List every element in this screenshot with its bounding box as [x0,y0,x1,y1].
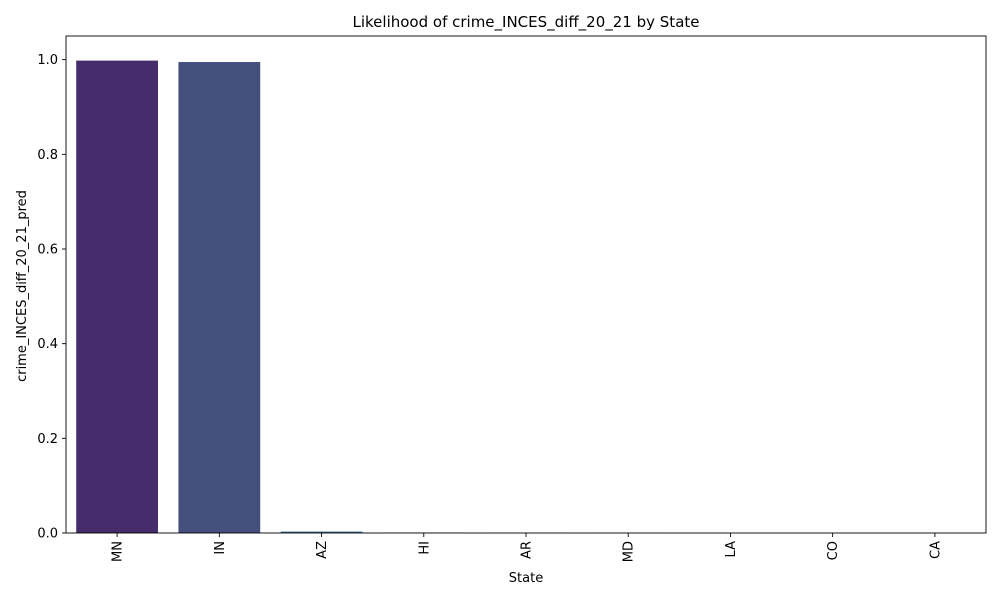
bar-mn [76,60,158,534]
x-tick-label: AR [520,541,535,559]
y-tick-label: 0.4 [37,337,58,352]
x-tick-label: HI [417,541,432,555]
chart-title: Likelihood of crime_INCES_diff_20_21 by … [353,13,700,32]
x-tick-label: AZ [315,541,330,559]
y-tick-label: 1.0 [37,53,58,68]
x-tick-label: LA [724,541,739,558]
x-tick-label: CA [928,541,943,559]
y-tick-label: 0.8 [37,148,58,163]
y-axis-label: crime_INCES_diff_20_21_pred [15,190,30,382]
bar-az [280,531,363,533]
x-tick-label: CO [826,541,841,560]
y-tick-label: 0.2 [37,432,58,447]
x-tick-label: MN [111,541,126,562]
x-tick-label: MD [622,541,637,562]
x-tick-label: IN [213,541,228,555]
y-tick-label: 0.6 [37,243,58,258]
bar-in [178,62,261,533]
y-tick-label: 0.0 [37,527,58,542]
x-axis-label: State [509,571,543,586]
plot-area: 0.0 0.2 0.4 0.6 0.8 1.0 MN IN AZ HI AR MD LA CO CA [37,35,987,562]
